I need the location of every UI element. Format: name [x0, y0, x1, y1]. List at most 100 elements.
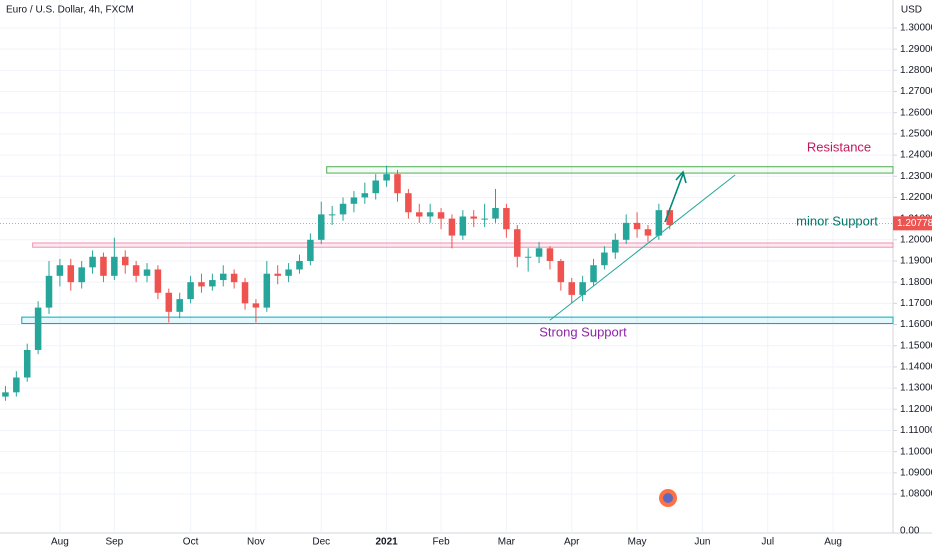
candle-body: [666, 210, 674, 225]
x-tick-label: Jun: [694, 537, 710, 548]
candle-body: [328, 214, 336, 216]
zone: [32, 242, 894, 248]
candle-body: [78, 267, 85, 283]
candle-body: [426, 212, 434, 217]
candle-body: [568, 282, 576, 295]
x-tick-label: Oct: [183, 537, 199, 548]
candle-body: [252, 303, 260, 308]
x-tick-label: Jul: [761, 537, 774, 548]
candle-body: [579, 282, 586, 295]
y-tick-label: 1.12000: [900, 404, 932, 415]
y-tick-label: 1.29000: [900, 44, 932, 55]
candle-body: [524, 256, 532, 258]
candle-body: [2, 392, 9, 397]
y-tick-label: 1.20000: [900, 234, 932, 245]
y-tick-label: 1.24000: [900, 150, 932, 161]
candle-body: [655, 210, 663, 236]
x-tick-label: Nov: [247, 537, 265, 548]
last-price-badge: [893, 216, 932, 231]
last-price-label: 1.20778: [897, 218, 932, 229]
candle-body: [383, 174, 390, 181]
y-tick-label: 1.22000: [900, 192, 932, 203]
candle-body: [132, 265, 140, 276]
y-tick-label: 1.10000: [900, 446, 932, 457]
candle-body: [13, 377, 20, 393]
y-tick-label: 1.11000: [900, 425, 932, 436]
candle-body: [143, 269, 151, 276]
candle-body: [285, 269, 292, 276]
y-tick-label: 1.08000: [900, 489, 932, 500]
candle-body: [503, 208, 510, 230]
x-tick-label: Apr: [564, 537, 580, 548]
y-tick-label: 1.18000: [900, 277, 932, 288]
y-tick-label: 1.28000: [900, 65, 932, 76]
candle-body: [274, 273, 281, 276]
candle-body: [481, 218, 488, 220]
y-tick-label: 1.17000: [900, 298, 932, 309]
x-tick-label: Feb: [432, 537, 450, 548]
y-tick-label: 1.13000: [900, 383, 932, 394]
overlays: [0, 174, 893, 321]
candle-body: [165, 292, 173, 312]
candle-body: [34, 307, 42, 350]
y-tick-label: 1.14000: [900, 362, 932, 373]
candle-body: [622, 222, 630, 240]
candle-body: [448, 218, 456, 236]
candle-body: [198, 282, 205, 287]
candle-body: [590, 265, 597, 283]
candle-body: [644, 229, 652, 236]
scale-bottom-label: 0.00: [900, 526, 920, 537]
candle-body: [154, 269, 162, 293]
candle-body: [187, 282, 194, 300]
candle-body: [56, 265, 64, 276]
y-tick-label: 1.15000: [900, 340, 932, 351]
chart-title: Euro / U.S. Dollar, 4h, FXCM: [6, 5, 134, 16]
x-tick-label: May: [628, 537, 647, 548]
candle-body: [633, 222, 641, 230]
candle-body: [241, 282, 249, 304]
y-tick-label: 1.16000: [900, 319, 932, 330]
zone: [21, 316, 894, 324]
candles: [2, 165, 674, 401]
y-tick-label: 1.09000: [900, 467, 932, 478]
candle-body: [612, 239, 619, 253]
candle-body: [89, 256, 96, 268]
grid: [0, 0, 893, 533]
candle-body: [230, 273, 238, 283]
candle-body: [535, 248, 543, 257]
candle-body: [176, 299, 183, 312]
candle-body: [372, 180, 379, 194]
candle-body: [361, 193, 369, 198]
candle-body: [350, 197, 358, 204]
currency-label: USD: [901, 5, 922, 16]
zone-label: minor Support: [796, 213, 878, 228]
zones: [21, 166, 894, 324]
candle-body: [514, 229, 521, 257]
candle-body: [111, 256, 118, 276]
candle-body: [121, 256, 129, 266]
zone-label: Strong Support: [539, 324, 627, 339]
candle-body: [219, 273, 227, 281]
candle-body: [470, 216, 477, 219]
y-tick-label: 1.19000: [900, 256, 932, 267]
candle-body: [546, 248, 554, 261]
candle-body: [307, 239, 314, 261]
x-tick-label: Mar: [498, 537, 516, 548]
candle-body: [317, 214, 325, 240]
trendline: [549, 174, 736, 321]
candle-body: [45, 275, 53, 308]
candle-body: [601, 252, 608, 266]
x-tick-label: Aug: [824, 537, 842, 548]
y-tick-label: 1.25000: [900, 129, 932, 140]
y-tick-label: 1.26000: [900, 107, 932, 118]
candle-body: [67, 265, 75, 283]
x-tick-label: Dec: [312, 537, 330, 548]
candle-body: [394, 174, 401, 194]
zone: [326, 166, 894, 174]
y-tick-label: 1.27000: [900, 86, 932, 97]
candle-body: [209, 280, 216, 287]
x-tick-label: Aug: [51, 537, 69, 548]
